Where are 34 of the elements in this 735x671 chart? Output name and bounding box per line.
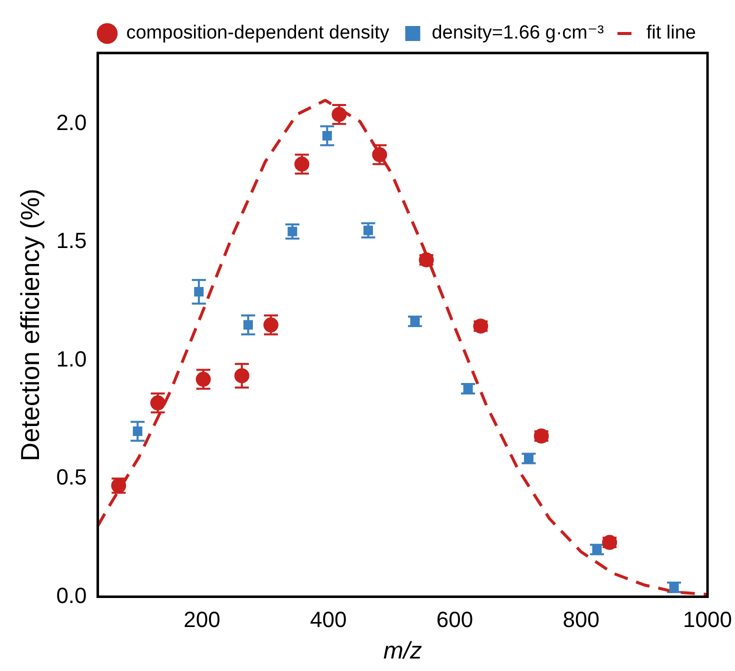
point [463, 384, 473, 394]
line-series [98, 98, 708, 596]
legend-label: composition-dependent density [126, 22, 390, 44]
point [243, 320, 253, 330]
x-tick-label: 200 [184, 607, 220, 632]
point [410, 316, 420, 326]
point [332, 106, 347, 122]
point [363, 226, 373, 236]
y-tick-label: 0.0 [56, 582, 87, 608]
x-tick-label: 800 [562, 607, 600, 632]
point [194, 287, 204, 297]
legend-label: density=1.66 g·cm⁻³ [432, 22, 604, 44]
point [150, 395, 166, 410]
point [322, 131, 332, 140]
point [196, 372, 211, 387]
y-tick-label: 1.0 [56, 346, 87, 372]
point [372, 147, 388, 162]
x-tick-label: 1000 [683, 607, 732, 632]
x-tick-label: 400 [310, 607, 347, 632]
point [234, 368, 250, 384]
point [524, 454, 534, 464]
legend-label: fit line [646, 22, 696, 44]
point [132, 426, 142, 436]
point [294, 156, 310, 172]
x-axis-title: m/z [383, 637, 422, 664]
y-tick-label: 2.0 [56, 110, 87, 135]
point [669, 582, 679, 592]
x-tick-label: 600 [436, 607, 474, 632]
y-tick-label: 1.5 [56, 228, 87, 254]
y-axis-title: Detection efficiency (%) [14, 188, 45, 462]
y-tick-label: 0.5 [56, 464, 87, 490]
point [263, 317, 278, 332]
point [592, 544, 602, 554]
point [288, 226, 298, 236]
